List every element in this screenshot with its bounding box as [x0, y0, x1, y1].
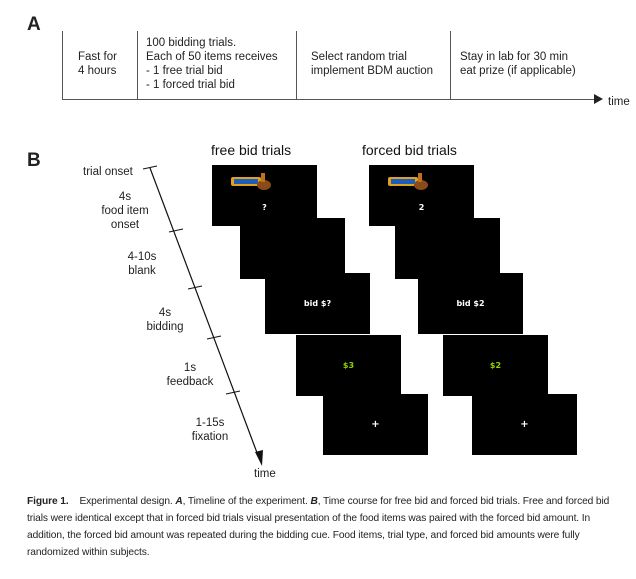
phase-feedback-label: 1s feedback — [166, 362, 214, 388]
forced-feedback-screen: $2 — [443, 335, 548, 396]
trial-time-label: time — [254, 468, 276, 480]
stage-lab: Stay in lab for 30 min eat prize (if app… — [460, 51, 576, 77]
caption-b-label: B — [310, 496, 318, 507]
food-item-image — [388, 173, 428, 190]
timeline-tick — [62, 31, 63, 100]
trial-onset-label: trial onset — [83, 166, 133, 178]
forced-blank-screen — [395, 218, 500, 279]
forced-food-screen: 2 — [369, 165, 474, 226]
forced-bid-text: bid $2 — [456, 299, 485, 308]
free-blank-screen — [240, 218, 345, 279]
free-bid-screen: bid $? — [265, 273, 370, 334]
caption-b-text: , Time course for free bid and forced bi… — [27, 496, 610, 558]
figure-caption: Figure 1. Experimental design. A, Timeli… — [27, 493, 627, 561]
timeline-time-label: time — [608, 96, 630, 108]
timeline-tick — [450, 31, 451, 100]
timeline-tick — [137, 31, 138, 100]
food-item-image — [231, 173, 271, 190]
stage-fast: Fast for 4 hours — [78, 51, 117, 77]
caption-a-label: A — [175, 496, 183, 507]
caption-figure-label: Figure 1. — [27, 496, 69, 507]
panel-b-letter: B — [27, 150, 41, 171]
timeline-arrowhead — [594, 94, 603, 104]
forced-feedback-text: $2 — [489, 361, 502, 370]
phase-bidding-label: 4s bidding — [146, 307, 184, 333]
free-fixation-cross: + — [371, 419, 380, 430]
free-bid-text: bid $? — [303, 299, 332, 308]
forced-bid-screen: bid $2 — [418, 273, 523, 334]
free-food-text: ? — [262, 203, 267, 212]
free-bid-title: free bid trials — [211, 142, 292, 158]
free-fixation-screen: + — [323, 394, 428, 455]
stage-auction: Select random trial implement BDM auctio… — [311, 51, 434, 77]
stage-bidding: 100 bidding trials. Each of 50 items rec… — [146, 37, 278, 91]
phase-blank-label: 4-10s blank — [127, 251, 157, 277]
timeline-tick — [296, 31, 297, 100]
free-feedback-screen: $3 — [296, 335, 401, 396]
phase-food-label: 4s food item onset — [101, 191, 149, 231]
forced-food-text: 2 — [418, 203, 425, 212]
forced-fixation-screen: + — [472, 394, 577, 455]
forced-fixation-cross: + — [520, 419, 529, 430]
panel-a-letter: A — [27, 14, 41, 35]
free-food-screen: ? — [212, 165, 317, 226]
forced-bid-title: forced bid trials — [362, 142, 457, 158]
phase-fixation-label: 1-15s fixation — [191, 417, 229, 443]
caption-a-text: , Timeline of the experiment. — [182, 496, 311, 507]
caption-intro: Experimental design. — [79, 496, 176, 507]
free-feedback-text: $3 — [342, 361, 355, 370]
timeline-axis — [62, 99, 597, 100]
